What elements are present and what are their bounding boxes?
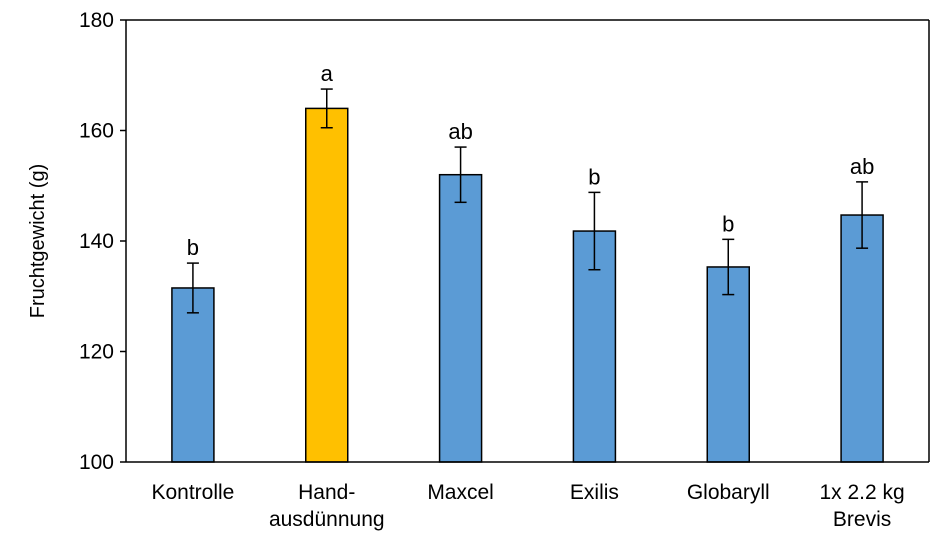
significance-label: ab xyxy=(448,119,472,144)
y-axis-title-group: Fruchtgewicht (g) xyxy=(27,164,49,319)
y-tick-label: 140 xyxy=(79,230,114,253)
y-tick-label: 100 xyxy=(79,451,114,474)
category-label: Maxcel xyxy=(427,481,494,504)
axes xyxy=(125,19,930,463)
category-label: Brevis xyxy=(833,508,891,531)
significance-label: b xyxy=(588,164,600,189)
significance-label: a xyxy=(321,61,334,86)
bar xyxy=(840,214,884,463)
y-axis-ticks: 100 120 140 160 180 xyxy=(79,9,126,474)
significance-label: ab xyxy=(850,154,874,179)
y-tick-label: 180 xyxy=(79,9,114,32)
y-tick-label: 120 xyxy=(79,341,114,364)
bars xyxy=(171,107,884,463)
category-label: 1x 2.2 kg xyxy=(819,481,904,504)
category-labels: Kontrolle Hand-ausdünnung Maxcel Exilis Glob… xyxy=(151,481,904,531)
significance-label: b xyxy=(722,211,734,236)
bar xyxy=(438,173,483,463)
category-label: Exilis xyxy=(570,481,619,504)
error-bars xyxy=(186,88,869,314)
bar xyxy=(171,287,215,463)
y-axis-title: Fruchtgewicht (g) xyxy=(27,164,49,319)
category-label: Hand- xyxy=(298,481,355,504)
category-label: Globaryll xyxy=(687,481,770,504)
significance-label: b xyxy=(187,235,199,260)
bar xyxy=(706,266,750,463)
significance-labels: b a ab b b ab xyxy=(187,61,875,260)
y-tick-label: 160 xyxy=(79,120,114,143)
bar xyxy=(305,107,349,463)
category-label: Kontrolle xyxy=(151,481,234,504)
category-label: ausdünnung xyxy=(269,508,385,531)
